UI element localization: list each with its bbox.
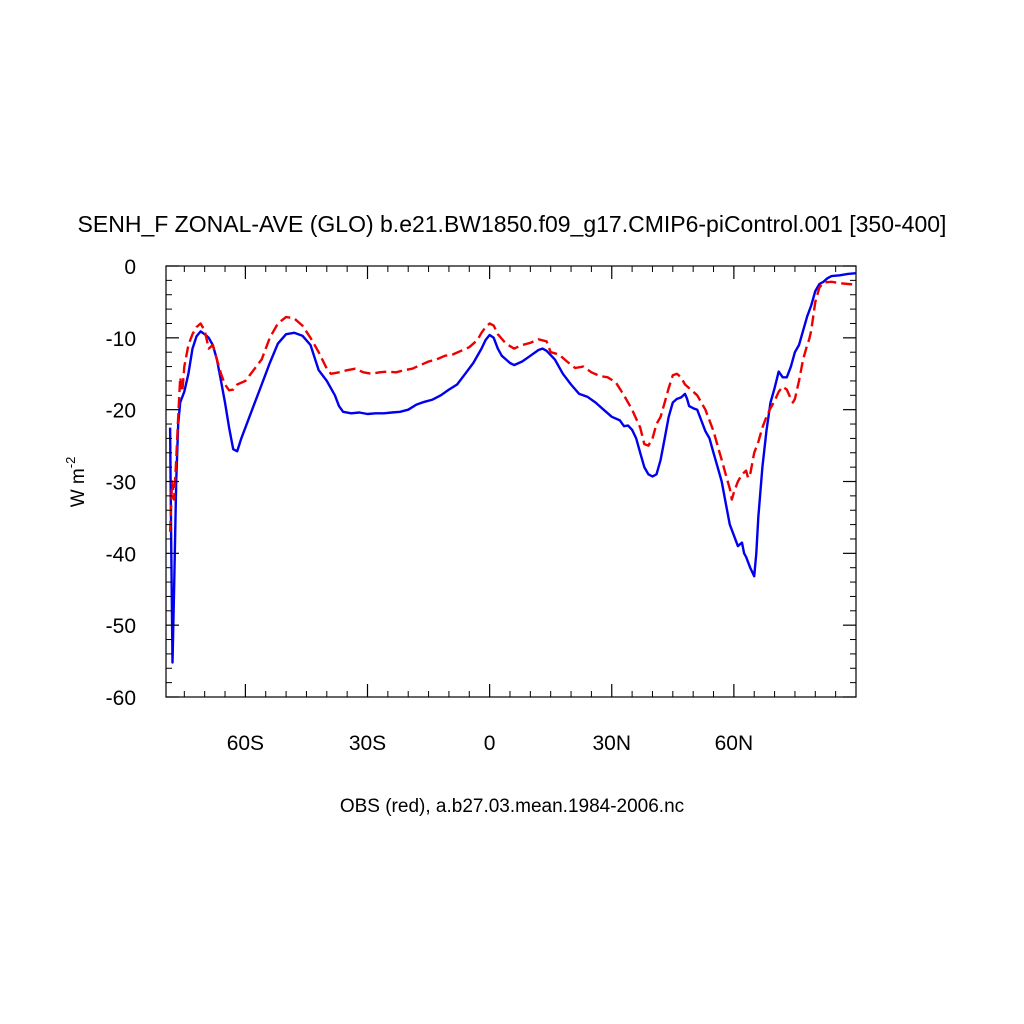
y-tick-label: -60 — [106, 687, 136, 710]
tick-layer: 60S 30S 0 30N 60N 0 -10 -20 -30 -40 -50 -60 — [106, 256, 856, 755]
y-axis-label-base: W m — [68, 468, 89, 507]
model-series-line — [168, 272, 857, 664]
y-axis-label-exponent: -2 — [63, 457, 78, 469]
x-tick-label: 60N — [715, 732, 754, 755]
chart-title: SENH_F ZONAL-AVE (GLO) b.e21.BW1850.f09_… — [78, 211, 947, 237]
y-axis-label: W m-2 — [63, 457, 89, 508]
y-tick-label: -30 — [106, 472, 136, 495]
x-tick-label: 30S — [349, 732, 386, 755]
x-axis-caption: OBS (red), a.b27.03.mean.1984-2006.nc — [340, 796, 684, 817]
x-tick-label: 0 — [484, 732, 496, 755]
plot-frame — [165, 265, 857, 698]
obs-series-line — [168, 280, 857, 532]
y-tick-label: -10 — [106, 328, 136, 351]
y-tick-label: -40 — [106, 543, 136, 566]
y-tick-label: 0 — [124, 256, 136, 279]
plot-area: 60S 30S 0 30N 60N 0 -10 -20 -30 -40 -50 -60 — [106, 256, 857, 755]
series-layer — [168, 272, 857, 664]
x-tick-label: 60S — [227, 732, 264, 755]
y-tick-label: -20 — [106, 400, 136, 423]
y-tick-label: -50 — [106, 615, 136, 638]
x-tick-label: 30N — [592, 732, 631, 755]
